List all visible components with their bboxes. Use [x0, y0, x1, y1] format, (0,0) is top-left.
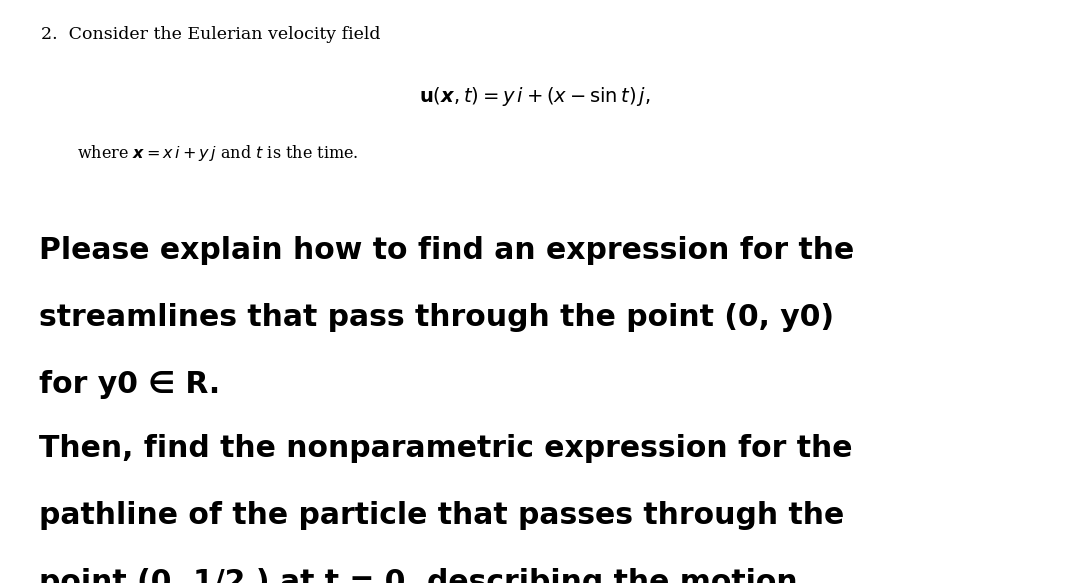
Text: point (0, 1/2 ) at t = 0, describing the motion.: point (0, 1/2 ) at t = 0, describing the…	[39, 568, 809, 583]
Text: Then, find the nonparametric expression for the: Then, find the nonparametric expression …	[39, 434, 852, 463]
Text: streamlines that pass through the point (0, y0): streamlines that pass through the point …	[39, 303, 834, 332]
Text: where $\boldsymbol{x} = x\, i + y\, j$ and $t$ is the time.: where $\boldsymbol{x} = x\, i + y\, j$ a…	[77, 143, 358, 163]
Text: Please explain how to find an expression for the: Please explain how to find an expression…	[39, 236, 854, 265]
Text: for y0 ∈ R.: for y0 ∈ R.	[39, 370, 219, 399]
Text: $\mathbf{u}(\boldsymbol{x}, t) = y\, i + (x - \sin t)\, j,$: $\mathbf{u}(\boldsymbol{x}, t) = y\, i +…	[419, 85, 651, 107]
Text: 2.  Consider the Eulerian velocity field: 2. Consider the Eulerian velocity field	[41, 26, 380, 43]
Text: pathline of the particle that passes through the: pathline of the particle that passes thr…	[39, 501, 844, 531]
